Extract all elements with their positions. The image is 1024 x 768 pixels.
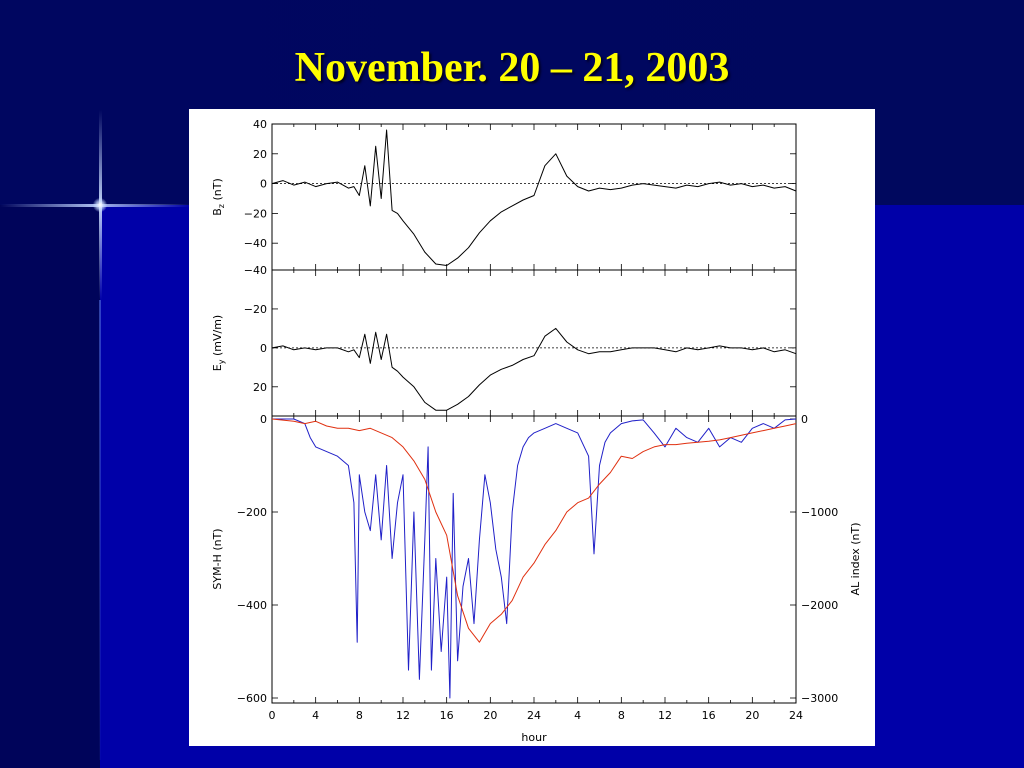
panel-middle-ylabel: Ey (mV/m) (211, 315, 226, 371)
x-tick-label: 24 (527, 709, 541, 722)
al-index-series-line (272, 418, 797, 699)
panel-top-frame (271, 123, 797, 271)
panel-bottom-y-right-tick-label: −1000 (801, 506, 838, 519)
figure-svg: Bz (nT) Ey (mV/m) SYM-H (nT) AL index (n… (211, 118, 862, 744)
x-tick-label: 8 (618, 709, 625, 722)
panel-bottom-y-right-tick-label: −3000 (801, 692, 838, 705)
panel-bottom-ylabel-right: AL index (nT) (849, 522, 862, 595)
x-tick-label: 20 (483, 709, 497, 722)
figure-panel: Bz (nT) Ey (mV/m) SYM-H (nT) AL index (n… (189, 109, 875, 746)
panel-bottom-y-left-tick-label: −600 (237, 692, 267, 705)
sparkle-star-icon (93, 198, 107, 212)
panel-bottom-y-right-tick-label: −2000 (801, 599, 838, 612)
x-axis-label: hour (521, 731, 547, 744)
ey-series-line (271, 327, 797, 411)
panel-middle-y-tick-label: 0 (260, 342, 267, 355)
panel-top-y-tick-label: 40 (253, 118, 267, 131)
background-left-band (0, 205, 100, 768)
panel-bottom-y-right-tick-label: 0 (801, 413, 808, 426)
panel-bottom-frame (271, 415, 797, 704)
x-tick-label: 8 (356, 709, 363, 722)
panel-middle-frame (271, 269, 797, 417)
panel-middle-y-tick-label: −40 (244, 264, 267, 277)
x-tick-label: 4 (312, 709, 319, 722)
panel-bottom-y-left-tick-label: −200 (237, 506, 267, 519)
x-tick-label: 16 (702, 709, 716, 722)
x-tick-label: 16 (440, 709, 454, 722)
panel-top-y-tick-label: 0 (260, 178, 267, 191)
panel-middle-y-tick-label: −20 (244, 303, 267, 316)
panel-top-ylabel: Bz (nT) (211, 178, 226, 216)
axis-ticks: 0 4 8 12 16 20 24 4 8 12 16 20 2440200−20−40−40−2002… (237, 118, 838, 722)
x-tick-label: 12 (396, 709, 410, 722)
panel-top-y-tick-label: 20 (253, 148, 267, 161)
panel-bottom-y-left-tick-label: −400 (237, 599, 267, 612)
bz-series-line (271, 129, 797, 266)
x-tick-label: 20 (745, 709, 759, 722)
panel-top-y-tick-label: −20 (244, 207, 267, 220)
x-tick-label: 0 (269, 709, 276, 722)
panel-middle-y-tick-label: 20 (253, 381, 267, 394)
panel-bottom-y-left-tick-label: 0 (260, 413, 267, 426)
panel-bottom-ylabel: SYM-H (nT) (211, 528, 224, 589)
decorative-vertical-line (99, 300, 101, 760)
x-tick-label: 12 (658, 709, 672, 722)
data-lines (271, 129, 797, 699)
slide-title: November. 20 – 21, 2003 (294, 45, 730, 91)
sym-h-series-line (271, 418, 797, 643)
x-tick-label: 4 (574, 709, 581, 722)
x-tick-label: 24 (789, 709, 803, 722)
panel-top-y-tick-label: −40 (244, 237, 267, 250)
